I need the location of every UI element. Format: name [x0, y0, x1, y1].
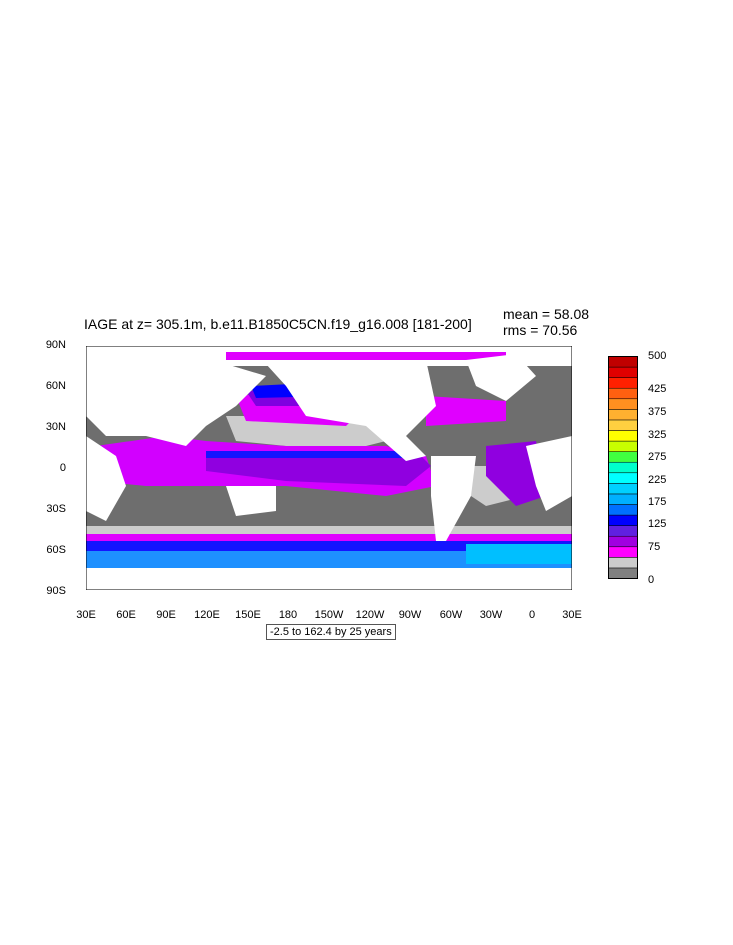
colorbar-label: 500 [648, 350, 667, 362]
lon-label: 30E [76, 609, 96, 621]
lon-label: 120E [194, 609, 220, 621]
lon-label: 90W [398, 609, 422, 621]
land-africa [86, 436, 126, 521]
plot-title: IAGE at z= 305.1m, b.e11.B1850C5CN.f19_g… [84, 316, 472, 332]
colorbar-label: 375 [648, 406, 667, 418]
colorbar-label: 0 [648, 574, 655, 586]
colorbar-label: 425 [648, 383, 667, 395]
ocean-age-map [86, 346, 572, 590]
colorbar-cell [608, 366, 638, 378]
lon-label: 180 [278, 609, 298, 621]
lon-label: 90E [156, 609, 176, 621]
colorbar-label: 75 [648, 541, 661, 553]
colorbar-cell [608, 546, 638, 558]
colorbar-cell [608, 430, 638, 442]
southern-cyan [86, 551, 572, 568]
land-africa-east [526, 436, 572, 511]
colorbar-cell [608, 409, 638, 421]
magenta-north-atlantic [426, 396, 506, 426]
colorbar-cell [608, 419, 638, 431]
colorbar-cell [608, 514, 638, 526]
colorbar-cell [608, 525, 638, 537]
lat-label: 0 [59, 462, 66, 474]
blue-equator [206, 451, 416, 458]
colorbar-cell [608, 472, 638, 484]
land-arctic-ice [86, 346, 572, 352]
land-south-america [431, 456, 476, 541]
colorbar-cell [608, 377, 638, 389]
land-greenland [466, 354, 536, 401]
colorbar-label: 225 [648, 474, 667, 486]
colorbar-cell [608, 356, 638, 368]
lon-label: 30W [479, 609, 503, 621]
colorbar-cell [608, 504, 638, 516]
colorbar-cell [608, 461, 638, 474]
contour-info-box: -2.5 to 162.4 by 25 years [266, 624, 396, 640]
lon-label: 60W [439, 609, 463, 621]
lat-label: 60S [46, 544, 66, 556]
land-north-america [266, 360, 436, 461]
lon-label: 150E [235, 609, 261, 621]
lat-label: 60N [45, 380, 66, 392]
colorbar-cell [608, 451, 638, 463]
land-eurasia [86, 364, 266, 446]
lon-label: 60E [116, 609, 136, 621]
lat-label: 30S [46, 503, 66, 515]
lon-label: 120W [355, 609, 385, 621]
colorbar-label: 175 [648, 496, 667, 508]
colorbar-cell [608, 493, 638, 505]
colorbar-frame [608, 356, 638, 579]
colorbar-cell [608, 398, 638, 410]
colorbar-cell [608, 567, 638, 579]
colorbar [608, 356, 638, 579]
lat-label: 30N [45, 421, 66, 433]
land-australia [226, 486, 276, 516]
colorbar-label: 275 [648, 451, 667, 463]
lat-label: 90S [46, 585, 66, 597]
colorbar-label: 325 [648, 429, 667, 441]
colorbar-cell [608, 535, 638, 548]
colorbar-cell [608, 440, 638, 452]
southern-cyan-light [466, 544, 572, 564]
lon-label: 30E [562, 609, 582, 621]
lat-label: 90N [45, 339, 66, 351]
colorbar-cell [608, 387, 638, 400]
colorbar-cell [608, 483, 638, 495]
mean-stat: mean = 58.08 [503, 306, 590, 322]
lon-label: 150W [314, 609, 344, 621]
lon-label: 0 [528, 609, 536, 621]
colorbar-label: 125 [648, 518, 667, 530]
colorbar-cell [608, 557, 638, 569]
rms-stat: rms = 70.56 [503, 322, 578, 338]
southern-blue [86, 541, 572, 551]
southern-magenta [86, 534, 572, 541]
land-antarctica [86, 568, 572, 590]
purple-equatorial [206, 451, 431, 486]
